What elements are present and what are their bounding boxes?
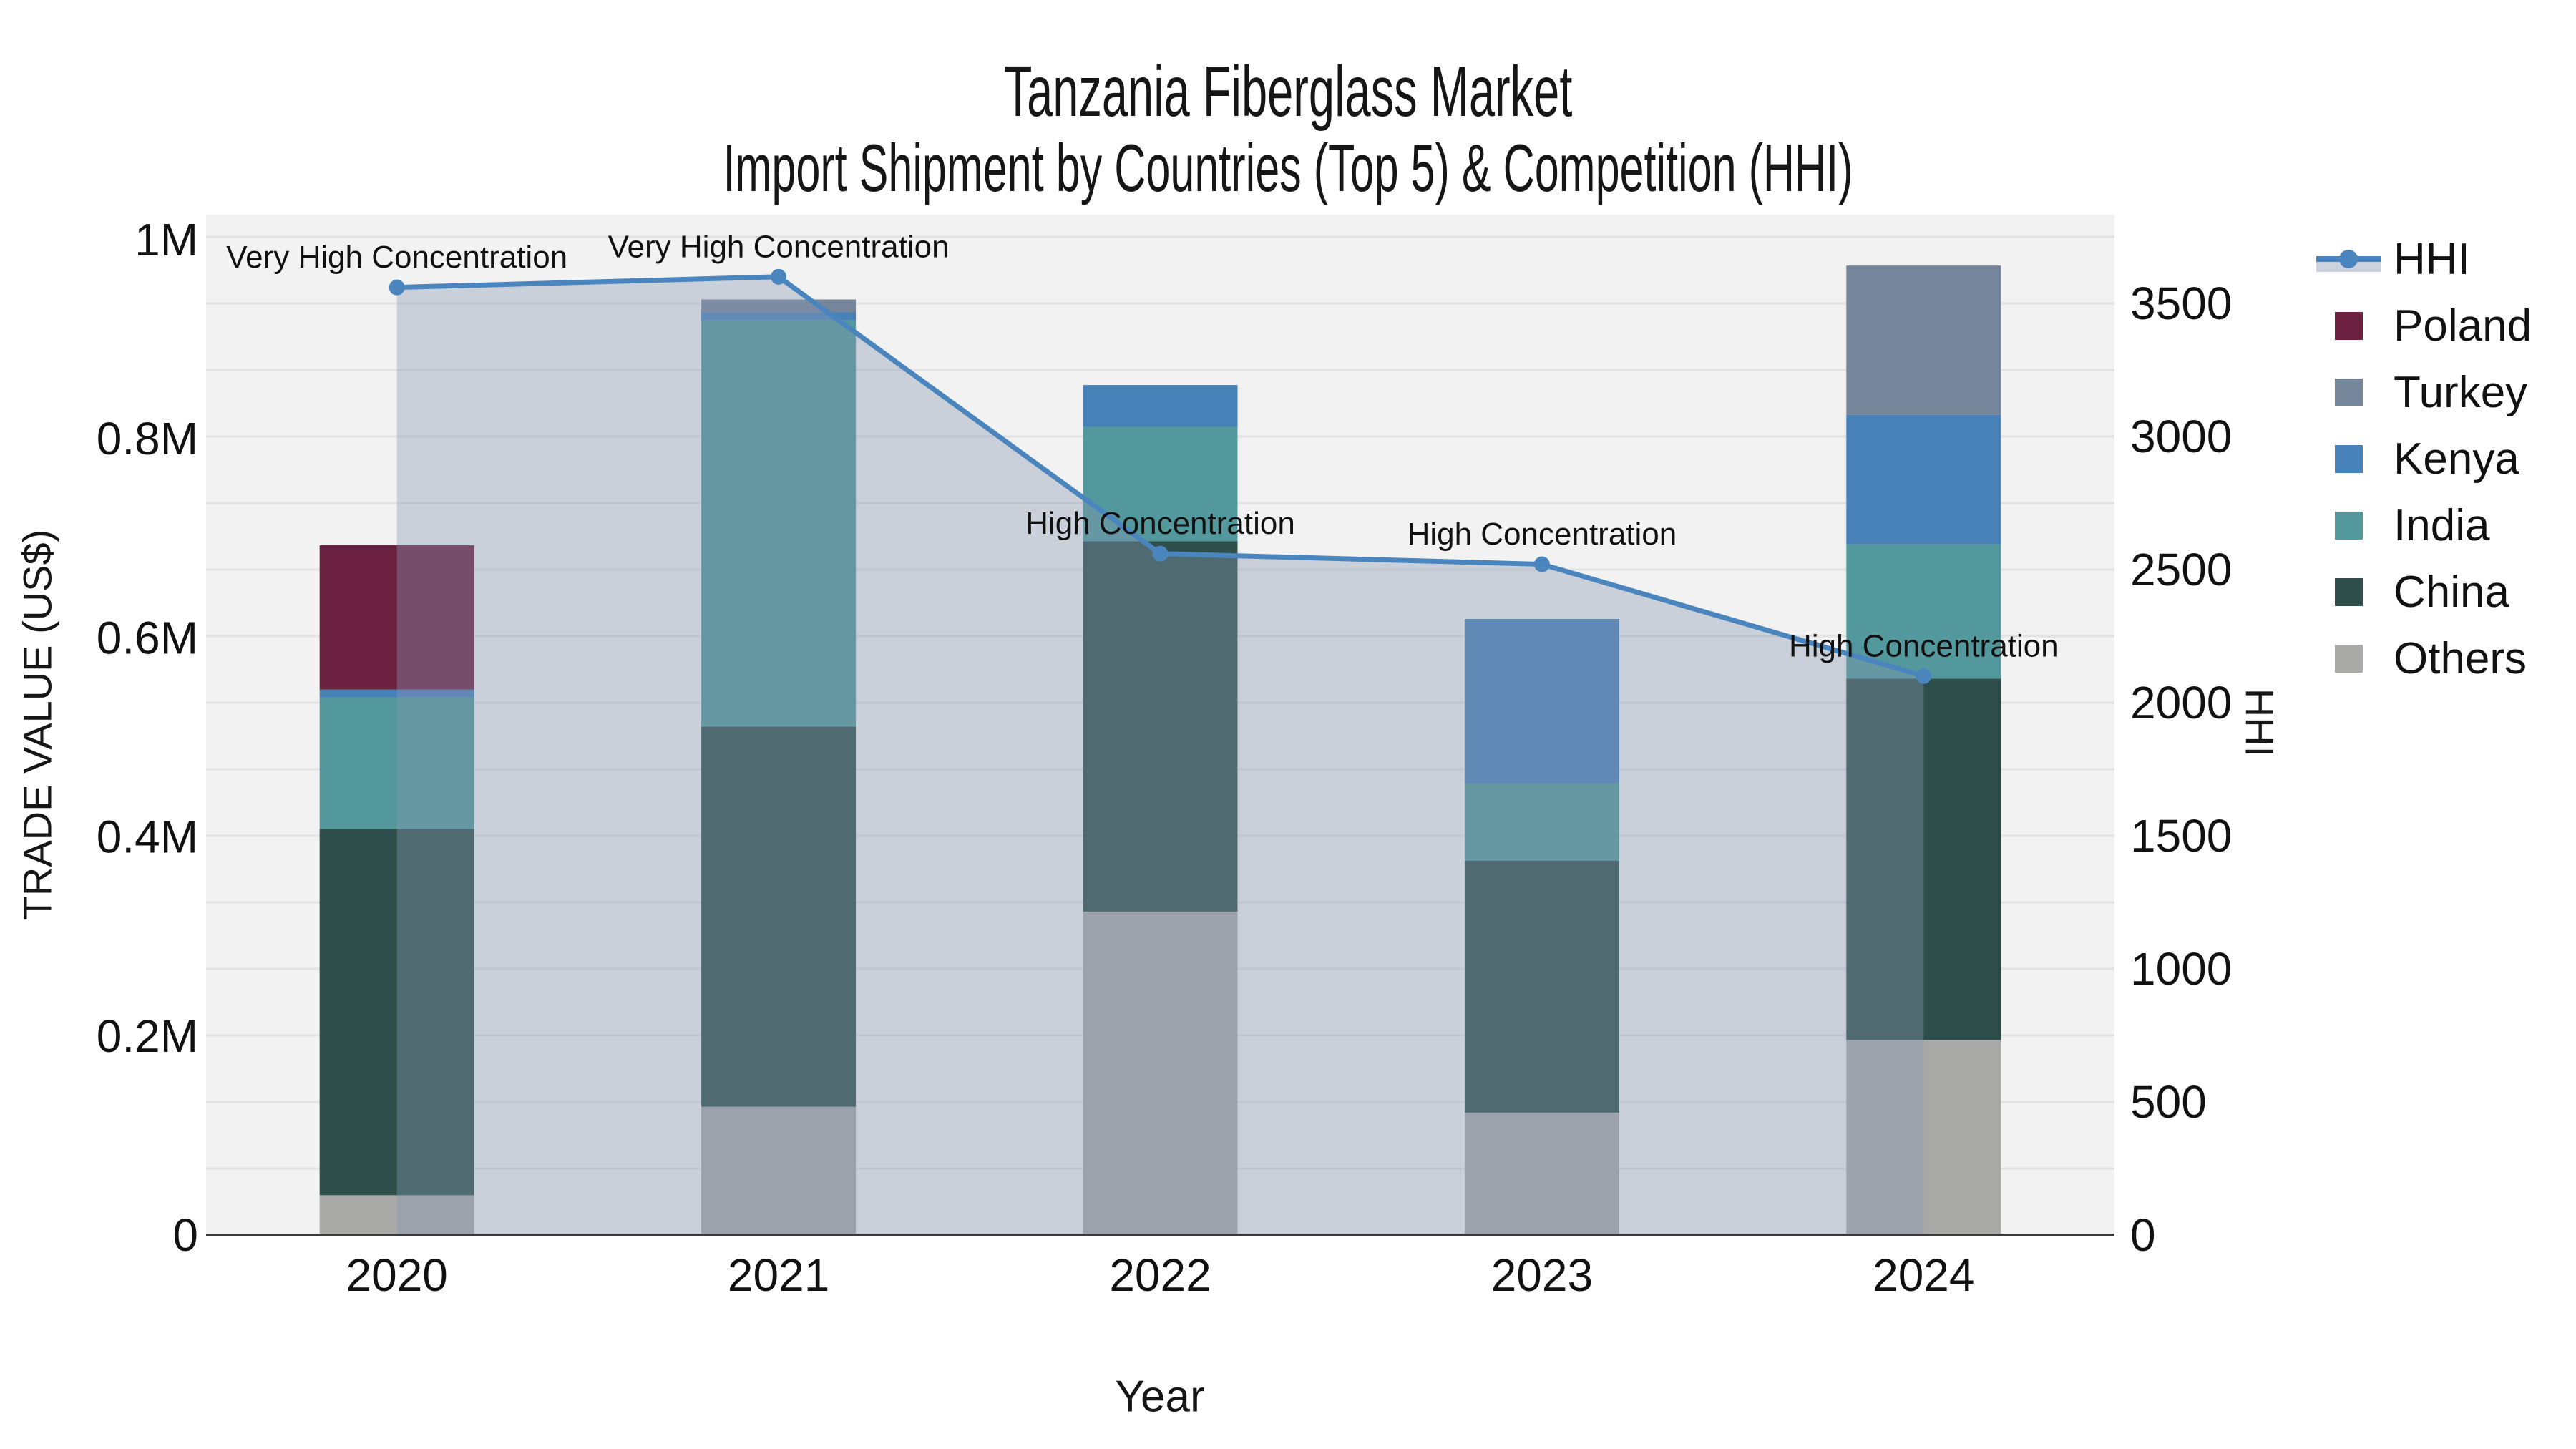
swatch-kenya [2335, 445, 2363, 473]
y-right-tick-label: 1000 [2130, 943, 2232, 995]
legend-item-kenya[interactable]: Kenya [2316, 426, 2519, 492]
y-left-tick-label: 0.2M [97, 1010, 198, 1062]
y-left-tick-label: 0.6M [97, 612, 198, 663]
color-swatch-icon [2316, 426, 2381, 492]
bar-kenya-2024[interactable] [1846, 414, 2001, 545]
legend-label-china: China [2394, 567, 2509, 617]
x-tick-label: 2023 [1491, 1249, 1593, 1301]
bar-china-2020[interactable] [319, 829, 474, 1196]
bar-poland-2020[interactable] [319, 545, 474, 690]
bar-kenya-2021[interactable] [701, 312, 857, 321]
bar-others-2023[interactable] [1464, 1112, 1619, 1235]
bar-kenya-2022[interactable] [1083, 385, 1238, 427]
color-swatch-icon [2316, 293, 2381, 359]
hhi-marker-2020[interactable] [389, 279, 405, 296]
y-right-tick-label: 0 [2130, 1209, 2156, 1261]
y-right-axis-title: HHI [2237, 688, 2283, 758]
legend-label-hhi: HHI [2394, 235, 2470, 284]
color-swatch-icon [2316, 625, 2381, 692]
swatch-india [2335, 512, 2363, 540]
annotation-2023: High Concentration [1407, 517, 1677, 552]
y-left-tick-label: 0.4M [97, 811, 198, 863]
bar-india-2020[interactable] [319, 697, 474, 829]
swatch-others [2335, 645, 2363, 673]
legend-label-poland: Poland [2394, 301, 2532, 351]
annotation-2020: Very High Concentration [226, 240, 567, 275]
bar-india-2022[interactable] [1083, 426, 1238, 542]
annotation-2022: High Concentration [1025, 506, 1295, 541]
annotation-2021: Very High Concentration [608, 229, 950, 264]
bar-others-2020[interactable] [319, 1195, 474, 1235]
hhi-line-icon [2316, 226, 2381, 293]
bar-others-2021[interactable] [701, 1106, 857, 1235]
y-left-tick-label: 0 [172, 1209, 198, 1261]
x-tick-label: 2021 [728, 1249, 829, 1301]
y-right-tick-label: 3500 [2130, 278, 2232, 329]
annotation-2024: High Concentration [1789, 628, 2059, 663]
x-tick-label: 2024 [1873, 1249, 1974, 1301]
swatch-turkey [2335, 379, 2363, 406]
y-right-tick-label: 1500 [2130, 810, 2232, 862]
bar-china-2022[interactable] [1083, 541, 1238, 912]
bar-turkey-2024[interactable] [1846, 265, 2001, 415]
legend-item-poland[interactable]: Poland [2316, 293, 2532, 359]
color-swatch-icon [2316, 359, 2381, 426]
y-right-tick-label: 2000 [2130, 677, 2232, 728]
legend-item-china[interactable]: China [2316, 559, 2509, 625]
x-tick-label: 2022 [1109, 1249, 1211, 1301]
bar-china-2024[interactable] [1846, 678, 2001, 1040]
bar-kenya-2020[interactable] [319, 689, 474, 698]
legend-label-india: India [2394, 501, 2490, 550]
bar-others-2024[interactable] [1846, 1040, 2001, 1235]
x-axis-line [206, 1234, 2114, 1236]
hhi-area-fill [396, 276, 1924, 1235]
hhi-marker-2024[interactable] [1916, 668, 1932, 684]
bar-india-2021[interactable] [701, 320, 857, 727]
y-right-tick-label: 3000 [2130, 411, 2232, 462]
y-left-axis-title: TRADE VALUE (US$) [14, 529, 60, 921]
hhi-marker-2023[interactable] [1533, 556, 1550, 572]
color-swatch-icon [2316, 492, 2381, 559]
chart-subtitle: Import Shipment by Countries (Top 5) & C… [723, 130, 1853, 205]
bar-china-2023[interactable] [1464, 860, 1619, 1113]
y-right-tick-label: 500 [2130, 1076, 2207, 1128]
bar-india-2024[interactable] [1846, 544, 2001, 679]
legend-item-india[interactable]: India [2316, 492, 2489, 559]
swatch-poland [2335, 312, 2363, 340]
bar-others-2022[interactable] [1083, 911, 1238, 1235]
bar-kenya-2023[interactable] [1464, 618, 1619, 784]
chart-title: Tanzania Fiberglass Market [1003, 52, 1573, 132]
x-axis-title: Year [1115, 1372, 1205, 1422]
color-swatch-icon [2316, 559, 2381, 625]
y-right-tick-label: 2500 [2130, 544, 2232, 595]
bar-india-2023[interactable] [1464, 783, 1619, 861]
legend-label-others: Others [2394, 634, 2527, 683]
legend-label-turkey: Turkey [2394, 368, 2528, 417]
legend-item-hhi[interactable]: HHI [2316, 226, 2470, 293]
hhi-marker-2021[interactable] [771, 268, 787, 285]
x-tick-label: 2020 [346, 1249, 448, 1301]
swatch-china [2335, 578, 2363, 606]
legend-item-others[interactable]: Others [2316, 625, 2527, 692]
bar-china-2021[interactable] [701, 726, 857, 1107]
y-left-tick-label: 0.8M [97, 413, 198, 464]
legend-label-kenya: Kenya [2394, 434, 2519, 484]
legend-item-turkey[interactable]: Turkey [2316, 359, 2527, 426]
hhi-marker-2022[interactable] [1152, 545, 1169, 562]
y-left-tick-label: 1M [135, 214, 198, 265]
